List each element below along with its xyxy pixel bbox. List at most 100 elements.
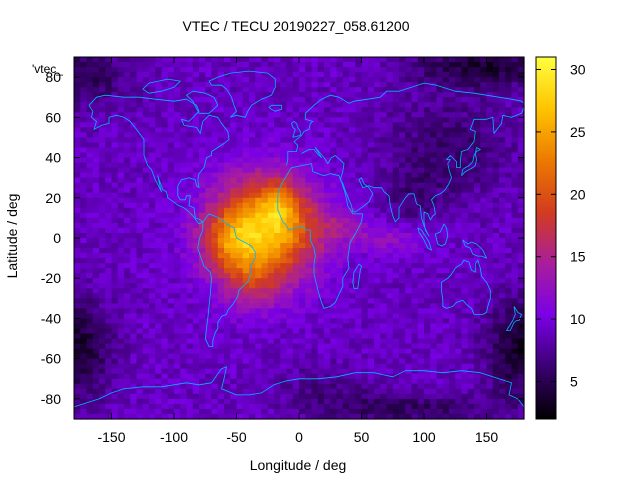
heatmap-cell bbox=[399, 283, 406, 289]
heatmap-cell bbox=[392, 268, 400, 274]
heatmap-cell bbox=[355, 57, 363, 63]
heatmap-cell bbox=[505, 107, 513, 113]
heatmap-cell bbox=[211, 383, 219, 390]
heatmap-cell bbox=[511, 187, 519, 194]
heatmap-cell bbox=[80, 212, 88, 219]
heatmap-cell bbox=[311, 343, 319, 350]
heatmap-cell bbox=[311, 142, 319, 149]
heatmap-cell bbox=[405, 147, 413, 154]
heatmap-cell bbox=[167, 142, 175, 149]
heatmap-cell bbox=[342, 358, 350, 365]
heatmap-cell bbox=[299, 67, 306, 73]
heatmap-cell bbox=[280, 232, 288, 239]
heatmap-cell bbox=[349, 82, 356, 88]
heatmap-cell bbox=[192, 403, 200, 410]
heatmap-cell bbox=[286, 207, 294, 214]
heatmap-cell bbox=[492, 142, 500, 149]
heatmap-cell bbox=[361, 358, 369, 365]
heatmap-cell bbox=[174, 303, 181, 309]
heatmap-cell bbox=[280, 152, 288, 159]
heatmap-cell bbox=[330, 348, 338, 355]
heatmap-cell bbox=[399, 353, 406, 360]
heatmap-cell bbox=[299, 243, 306, 249]
heatmap-cell bbox=[180, 212, 188, 219]
heatmap-cell bbox=[342, 338, 350, 345]
heatmap-cell bbox=[305, 373, 313, 380]
heatmap-cell bbox=[274, 313, 281, 320]
heatmap-cell bbox=[480, 87, 488, 93]
heatmap-cell bbox=[311, 248, 319, 254]
heatmap-cell bbox=[505, 368, 513, 375]
heatmap-cell bbox=[255, 62, 263, 68]
heatmap-cell bbox=[480, 67, 488, 73]
heatmap-cell bbox=[286, 62, 294, 68]
heatmap-cell bbox=[174, 338, 181, 345]
heatmap-cell bbox=[267, 122, 275, 128]
heatmap-cell bbox=[492, 132, 500, 139]
heatmap-cell bbox=[405, 248, 413, 254]
heatmap-cell bbox=[392, 383, 400, 390]
heatmap-cell bbox=[92, 222, 100, 229]
heatmap-cell bbox=[236, 378, 244, 385]
heatmap-cell bbox=[349, 122, 356, 128]
heatmap-cell bbox=[424, 72, 431, 78]
heatmap-cell bbox=[492, 77, 500, 83]
heatmap-cell bbox=[299, 288, 306, 294]
heatmap-cell bbox=[74, 182, 81, 189]
heatmap-cell bbox=[486, 393, 494, 400]
heatmap-cell bbox=[249, 353, 256, 360]
heatmap-cell bbox=[436, 122, 444, 128]
heatmap-cell bbox=[205, 393, 213, 400]
heatmap-cell bbox=[474, 117, 481, 123]
heatmap-cell bbox=[442, 283, 450, 289]
heatmap-cell bbox=[330, 122, 338, 128]
heatmap-cell bbox=[461, 368, 469, 375]
heatmap-cell bbox=[280, 343, 288, 350]
heatmap-cell bbox=[111, 187, 119, 194]
heatmap-cell bbox=[374, 162, 381, 169]
heatmap-cell bbox=[217, 147, 225, 154]
heatmap-cell bbox=[386, 283, 394, 289]
heatmap-cell bbox=[255, 278, 263, 284]
heatmap-cell bbox=[174, 82, 181, 88]
heatmap-cell bbox=[486, 303, 494, 309]
heatmap-cell bbox=[174, 122, 181, 128]
heatmap-cell bbox=[430, 227, 438, 234]
heatmap-cell bbox=[111, 197, 119, 204]
heatmap-cell bbox=[436, 248, 444, 254]
heatmap-cell bbox=[261, 72, 269, 78]
heatmap-cell bbox=[224, 268, 231, 274]
heatmap-cell bbox=[311, 122, 319, 128]
heatmap-cell bbox=[480, 378, 488, 385]
heatmap-cell bbox=[180, 187, 188, 194]
heatmap-cell bbox=[236, 197, 244, 204]
heatmap-cell bbox=[242, 67, 250, 73]
heatmap-cell bbox=[367, 137, 375, 144]
heatmap-cell bbox=[349, 393, 356, 400]
heatmap-cell bbox=[186, 383, 194, 390]
heatmap-cell bbox=[124, 202, 131, 209]
heatmap-cell bbox=[405, 358, 413, 365]
heatmap-cell bbox=[111, 147, 119, 154]
heatmap-cell bbox=[492, 293, 500, 299]
heatmap-cell bbox=[392, 388, 400, 395]
heatmap-cell bbox=[174, 308, 181, 315]
heatmap-cell bbox=[355, 127, 363, 134]
heatmap-cell bbox=[424, 97, 431, 103]
heatmap-cell bbox=[249, 87, 256, 93]
heatmap-cell bbox=[455, 368, 463, 375]
heatmap-cell bbox=[92, 107, 100, 113]
heatmap-cell bbox=[211, 368, 219, 375]
heatmap-cell bbox=[392, 132, 400, 139]
heatmap-cell bbox=[317, 338, 325, 345]
heatmap-cell bbox=[424, 127, 431, 134]
heatmap-cell bbox=[174, 393, 181, 400]
heatmap-cell bbox=[405, 338, 413, 345]
heatmap-cell bbox=[305, 92, 313, 98]
heatmap-cell bbox=[180, 232, 188, 239]
heatmap-cell bbox=[211, 313, 219, 320]
heatmap-cell bbox=[186, 182, 194, 189]
heatmap-cell bbox=[324, 192, 331, 199]
heatmap-cell bbox=[80, 72, 88, 78]
heatmap-cell bbox=[155, 232, 163, 239]
